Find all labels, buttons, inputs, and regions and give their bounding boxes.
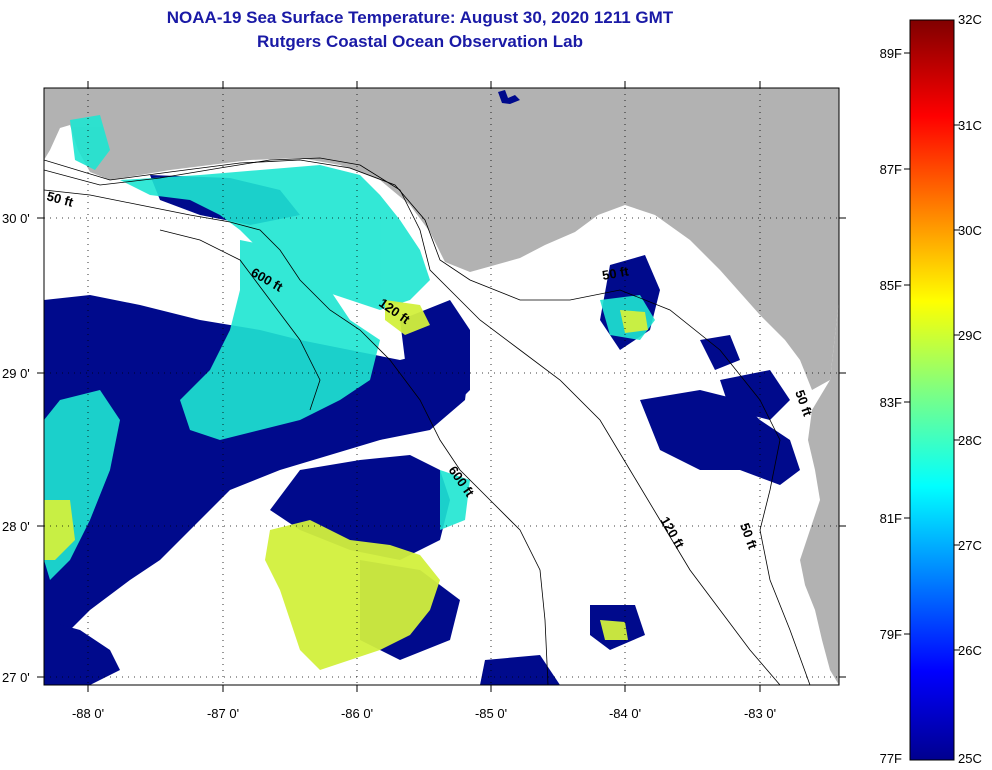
colorbar-label-c: 32C: [958, 12, 982, 27]
inland-lake: [498, 90, 520, 104]
colorbar-label-f: 83F: [880, 395, 902, 410]
colorbar-label-c: 26C: [958, 643, 982, 658]
lat-lon-grid: [44, 88, 839, 685]
colorbar-label-c: 25C: [958, 751, 982, 766]
bathymetry-contours: [44, 157, 811, 685]
colorbar-label-c: 28C: [958, 433, 982, 448]
colorbar-label-f: 77F: [880, 751, 902, 766]
colorbar-label-f: 79F: [880, 627, 902, 642]
sst-warm-regions: [44, 300, 648, 670]
colorbar-label-f: 81F: [880, 511, 902, 526]
x-tick-label: -84 0': [609, 706, 641, 721]
y-tick-label: 27 0': [2, 670, 30, 685]
axis-ticks: [37, 81, 846, 692]
x-tick-label: -88 0': [72, 706, 104, 721]
colorbar-label-f: 89F: [880, 46, 902, 61]
x-tick-label: -85 0': [475, 706, 507, 721]
colorbar-label-f: 87F: [880, 162, 902, 177]
y-tick-label: 29 0': [2, 366, 30, 381]
x-tick-label: -87 0': [207, 706, 239, 721]
colorbar-label-c: 30C: [958, 223, 982, 238]
x-tick-label: -83 0': [744, 706, 776, 721]
colorbar-label-c: 31C: [958, 118, 982, 133]
land-florida-peninsula: [800, 300, 839, 685]
chart-subtitle: Rutgers Coastal Ocean Observation Lab: [257, 32, 583, 51]
colorbar-label-c: 29C: [958, 328, 982, 343]
colorbar-label-f: 85F: [880, 278, 902, 293]
colorbar-label-c: 27C: [958, 538, 982, 553]
contour-label: 50 ft: [45, 188, 75, 210]
map-frame: [43, 87, 840, 686]
x-tick-label: -86 0': [341, 706, 373, 721]
colorbar: [909, 19, 955, 761]
y-tick-label: 28 0': [2, 519, 30, 534]
chart-title: NOAA-19 Sea Surface Temperature: August …: [166, 8, 674, 27]
colorbar-ticks: [904, 52, 960, 651]
land-north: [44, 88, 839, 390]
contour-label: 50 ft: [601, 263, 631, 283]
y-tick-label: 30 0': [2, 211, 30, 226]
